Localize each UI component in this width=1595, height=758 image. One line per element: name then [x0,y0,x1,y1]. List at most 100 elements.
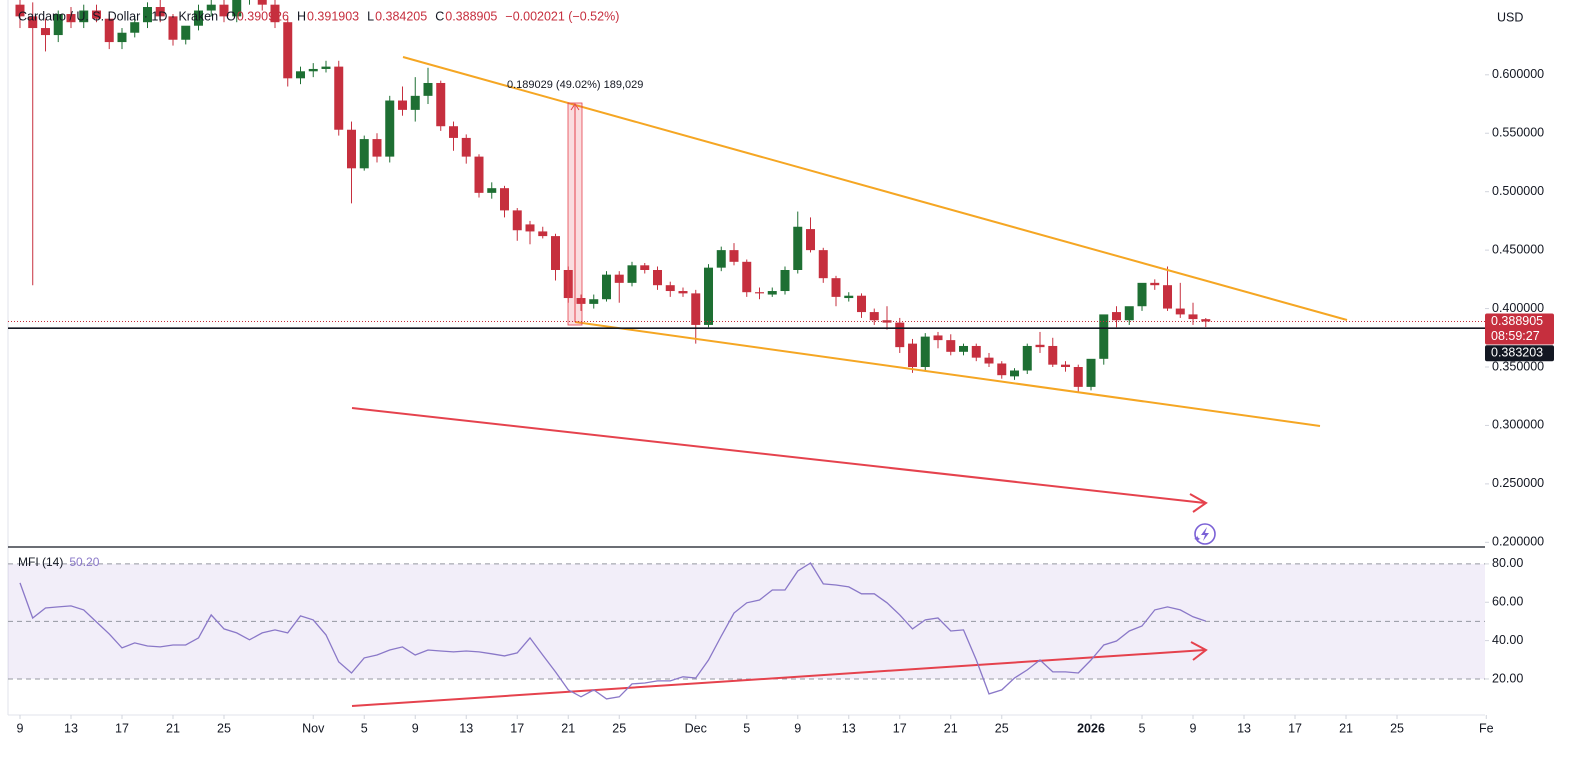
candle-body [959,345,969,352]
mfi-tick-label: 80.00 [1492,556,1523,570]
svg-text:✦: ✦ [1193,535,1201,546]
candle-body [423,82,433,96]
candle-body [1073,367,1083,387]
candle-body [499,188,509,211]
ohlc-letter: C [435,9,444,23]
x-tick-label: 13 [1237,721,1251,735]
candle-body [691,293,701,325]
candle-body [219,4,229,17]
x-tick-label: 21 [166,721,180,735]
x-tick-label: 25 [612,721,626,735]
candle-body [397,100,407,110]
mfi-tick-label: 60.00 [1492,595,1523,609]
candle-body [678,291,688,294]
hline-text: 0.383203 [1491,345,1543,359]
x-tick-label: 13 [459,721,473,735]
x-tick-label: 9 [17,721,24,735]
y-tick-label: 0.300000 [1492,418,1544,432]
candle-body [270,4,280,23]
candle-body [1201,319,1211,322]
candle-body [206,4,216,11]
candle-body [971,345,981,358]
candle-body [1124,306,1134,321]
candle-body [359,139,369,169]
candle-body [716,250,726,268]
countdown-text: 08:59:27 [1491,329,1540,343]
candle-body [232,0,242,17]
x-tick-label: 21 [1339,721,1353,735]
price-arrow-head [1189,493,1208,513]
candle-body [602,274,612,300]
candle-body [933,335,943,341]
ohlc-letter: H [297,9,306,23]
candle-body [589,299,599,304]
candle-body [28,16,38,29]
y-tick-label: 0.600000 [1492,67,1544,81]
x-tick-label: 5 [743,721,750,735]
ohlc-letter: O [226,9,236,23]
x-tick-label: 9 [412,721,419,735]
candle-body [627,265,637,283]
candle-body [640,265,650,270]
candle-body [79,10,89,23]
mfi-last-value: 50.20 [69,555,99,569]
upper-trendline [402,56,1348,321]
candle-body [1112,312,1122,321]
candle-body [831,278,841,297]
y-tick-label: 0.450000 [1492,242,1544,256]
y-tick-label: 0.400000 [1492,301,1544,315]
candle-body [793,226,803,270]
candle-body [767,291,777,295]
candle-body [53,14,63,36]
candle-body [895,322,905,348]
candle-body [448,126,458,138]
candle-body [818,250,828,279]
candle-body [997,363,1007,376]
x-tick-label: 21 [944,721,958,735]
candle-body [142,7,152,23]
x-tick-label: 21 [561,721,575,735]
lower-trendline [574,321,1321,427]
candle-body [40,28,50,36]
ohlc-value: 0.388905 [445,9,497,23]
x-tick-label: Dec [685,721,707,735]
mfi-arrow-head [1190,641,1208,661]
x-tick-label: 17 [115,721,129,735]
candle-body [193,10,203,26]
candle-body [806,229,816,251]
ohlc-value: 0.384205 [375,9,427,23]
candle-body [1099,314,1109,359]
x-tick-label: Fe [1479,721,1494,735]
candle-body [1175,308,1185,315]
alert-icon[interactable]: ✦ [1193,523,1216,546]
candle-body [15,4,25,17]
price-arrow [351,407,1206,504]
candle-body [104,18,114,43]
change-label: −0.002021 (−0.52%) [505,9,619,23]
candle-body [308,68,318,72]
y-tick-label: 0.200000 [1492,535,1544,549]
candle-body [704,267,714,325]
candle-body [334,66,344,130]
y-tick-label: 0.350000 [1492,359,1544,373]
candle-body [1163,285,1173,309]
candle-body [512,210,522,231]
x-tick-label: 17 [1288,721,1302,735]
candle-body [1137,282,1147,307]
x-tick-label: 17 [510,721,524,735]
candle-body [410,95,420,110]
candle-body [346,129,356,169]
x-tick-label: 2026 [1077,721,1105,735]
x-tick-label: 9 [794,721,801,735]
y-tick-label: 0.550000 [1492,126,1544,140]
measure-label: 0.189029 (49.02%) 189,029 [507,79,643,91]
last-price-text: 0.388905 [1491,314,1543,328]
candle-body [461,137,471,157]
candle-body [984,357,994,364]
candle-body [729,250,739,262]
candle-body [295,71,305,79]
candle-body [538,231,548,237]
candle-body [1086,358,1096,387]
mfi-tick-label: 40.00 [1492,633,1523,647]
